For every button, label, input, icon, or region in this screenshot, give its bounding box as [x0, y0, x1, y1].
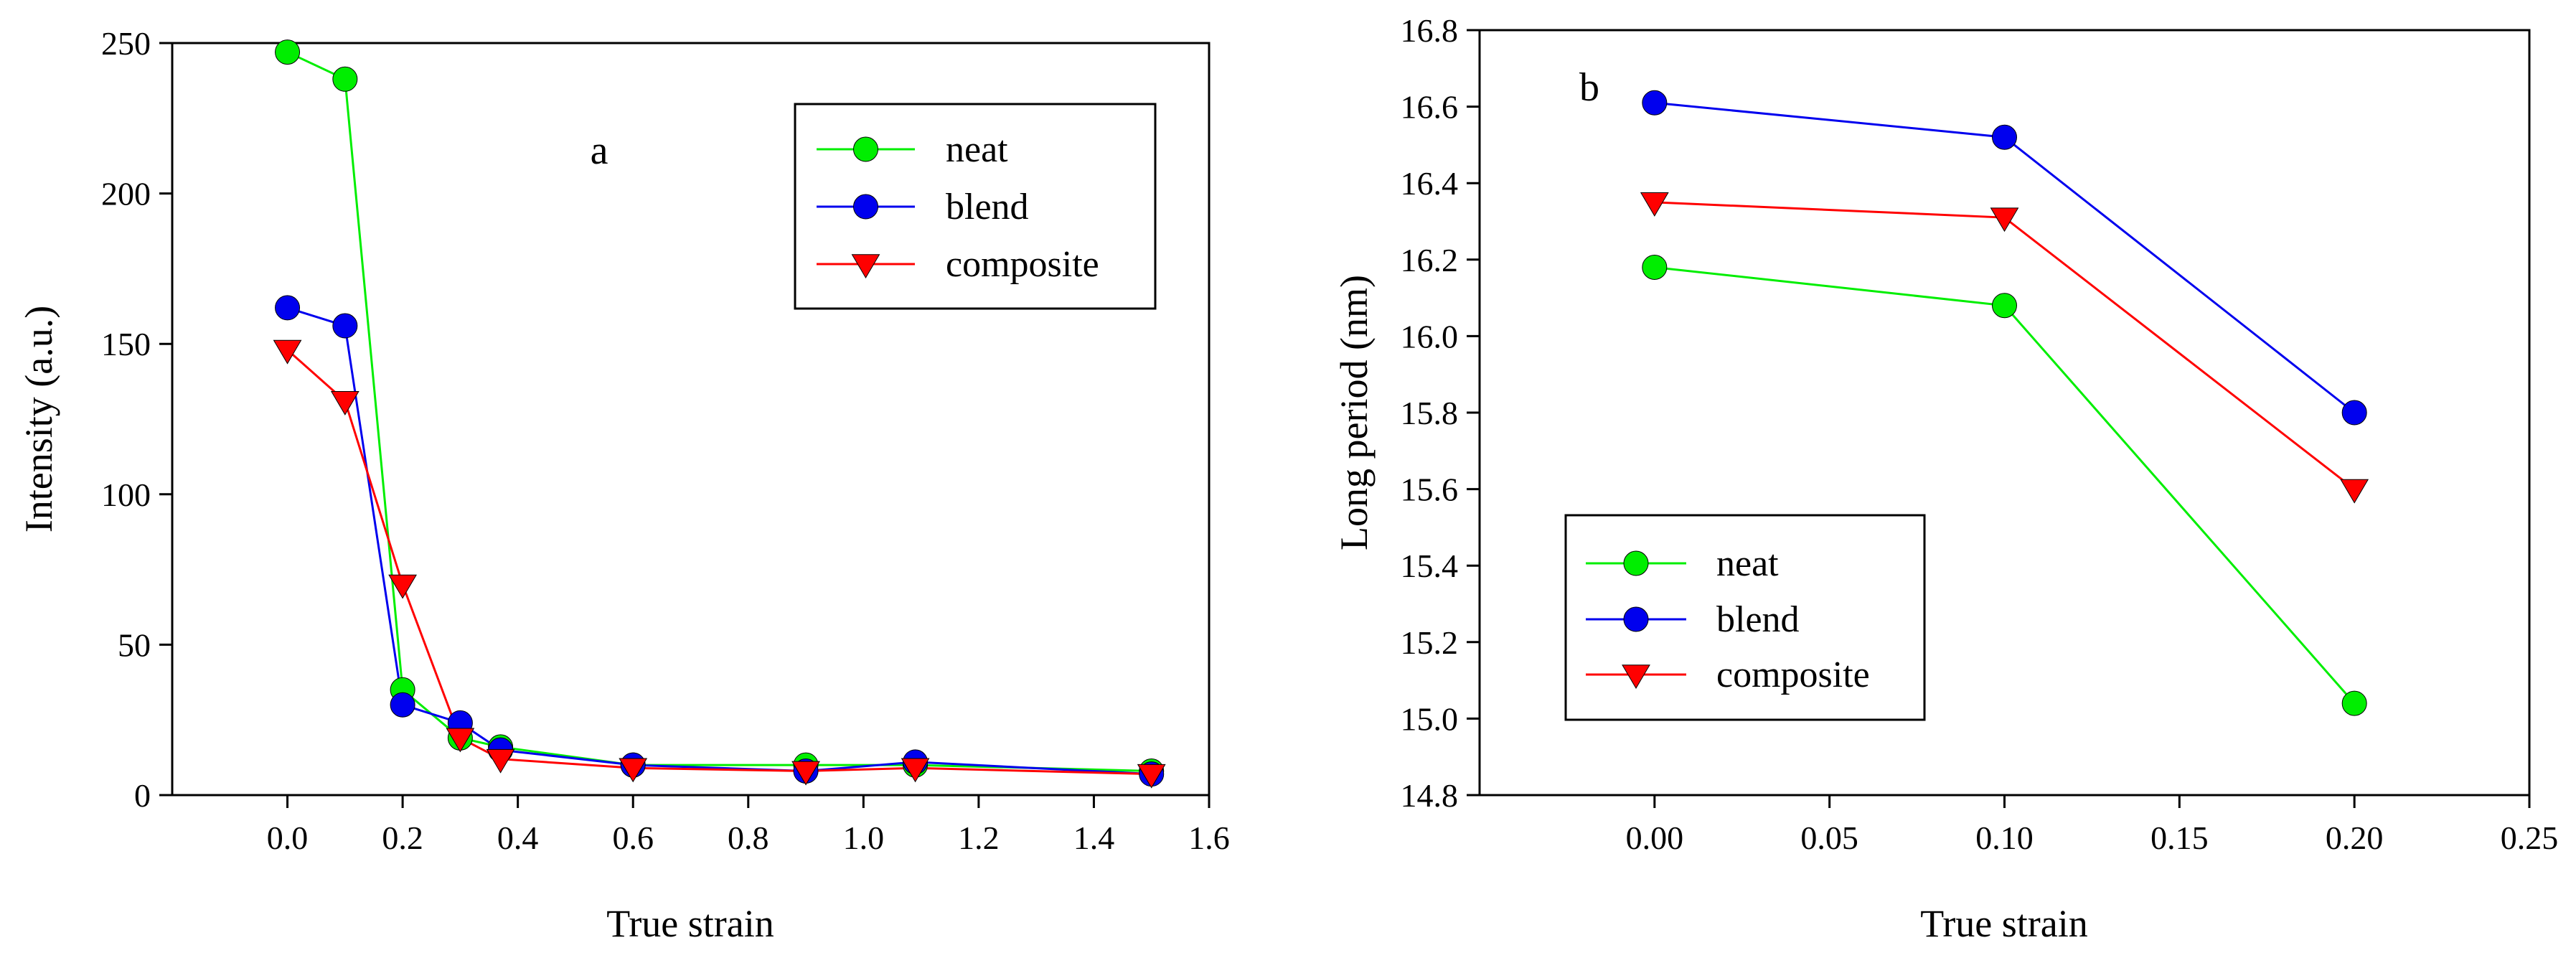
- x-axis-label: True strain: [606, 902, 774, 945]
- x-tick-label: 1.6: [1188, 820, 1230, 856]
- data-point-blend: [1992, 124, 2017, 150]
- x-tick-label: 0.10: [1975, 820, 2034, 856]
- legend-marker-blend: [1623, 606, 1649, 632]
- data-point-neat: [1642, 254, 1668, 280]
- legend-marker-blend: [853, 194, 878, 220]
- x-tick-label: 0.05: [1800, 820, 1858, 856]
- legend-marker-composite: [1622, 665, 1650, 689]
- data-point-composite: [1137, 764, 1166, 789]
- x-tick-label: 0.25: [2501, 820, 2559, 856]
- y-axis-label: Long period (nm): [1332, 275, 1376, 550]
- y-tick-label: 15.0: [1401, 700, 1459, 737]
- x-tick-label: 0.8: [728, 820, 769, 856]
- panel-label: a: [591, 128, 608, 173]
- series-line-blend: [287, 306, 1152, 776]
- panel-a: 0.0 0.2 0.4 0.6 0.8 1.0 1.2 1.4 1.6 0 50 100 150 200 2…: [17, 25, 1230, 945]
- y-tick-label: 16.6: [1401, 89, 1459, 126]
- y-tick-label: 50: [118, 626, 151, 663]
- x-tick-label: 1.4: [1073, 820, 1115, 856]
- y-tick-label: 15.4: [1401, 548, 1459, 584]
- data-point-composite: [1990, 207, 2019, 233]
- y-tick-label: 250: [101, 25, 151, 62]
- legend-marker-composite: [851, 254, 880, 278]
- data-point-composite: [2340, 479, 2369, 504]
- data-point-composite: [901, 758, 930, 783]
- x-tick-label: 1.2: [958, 820, 1000, 856]
- y-tick-label: 200: [101, 176, 151, 212]
- y-tick-label: 15.2: [1401, 624, 1459, 661]
- y-tick-label: 16.4: [1401, 165, 1459, 202]
- x-tick-label: 0.20: [2326, 820, 2384, 856]
- data-point-composite: [446, 728, 475, 753]
- data-point-blend: [332, 313, 358, 339]
- legend-label-composite: composite: [1716, 654, 1870, 695]
- y-tick-label: 14.8: [1401, 777, 1459, 814]
- x-tick-label: 0.15: [2150, 820, 2209, 856]
- data-point-composite: [273, 339, 302, 365]
- x-tick-label: 0.00: [1626, 820, 1684, 856]
- y-tick-label: 100: [101, 476, 151, 513]
- y-tick-label: 15.6: [1401, 471, 1459, 508]
- y-tick-label: 0: [134, 777, 151, 814]
- data-point-composite: [619, 758, 648, 783]
- x-tick-label: 0.0: [267, 820, 309, 856]
- data-point-blend: [390, 692, 415, 718]
- y-tick-label: 16.2: [1401, 242, 1459, 278]
- x-tick-label: 0.4: [497, 820, 539, 856]
- legend-marker-neat: [853, 136, 878, 162]
- series-line-composite: [1654, 201, 2356, 490]
- y-tick-label: 16.8: [1401, 12, 1459, 49]
- data-point-blend: [275, 295, 301, 321]
- y-axis-label: Intensity (a.u.): [17, 306, 60, 532]
- x-tick-label: 0.6: [612, 820, 654, 856]
- data-point-neat: [1992, 293, 2017, 319]
- data-point-neat: [332, 66, 358, 92]
- y-tick-label: 16.0: [1401, 318, 1459, 354]
- data-point-blend: [2341, 400, 2367, 426]
- legend-label-composite: composite: [946, 244, 1099, 285]
- legend-label-neat: neat: [946, 129, 1008, 170]
- data-point-composite: [1640, 192, 1669, 217]
- x-tick-label: 0.2: [382, 820, 423, 856]
- data-point-composite: [330, 391, 359, 415]
- panel-label: b: [1579, 65, 1599, 110]
- x-tick-label: 1.0: [843, 820, 885, 856]
- data-point-composite: [388, 574, 417, 599]
- legend-label-blend: blend: [1716, 599, 1800, 640]
- data-point-blend: [1642, 90, 1668, 116]
- legend-label-neat: neat: [1716, 543, 1779, 584]
- panel-b: 0.00 0.05 0.10 0.15 0.20 0.25 14.8 15.0 15.2 15.4…: [1332, 12, 2558, 945]
- y-tick-label: 15.8: [1401, 395, 1459, 431]
- x-axis-label: True strain: [1920, 902, 2088, 945]
- legend-label-blend: blend: [946, 187, 1029, 227]
- y-tick-label: 150: [101, 326, 151, 362]
- data-point-composite: [791, 761, 820, 786]
- data-point-neat: [2341, 690, 2367, 716]
- data-point-neat: [275, 39, 301, 65]
- plot-frame: [171, 42, 1211, 797]
- data-point-composite: [486, 748, 515, 774]
- legend-marker-neat: [1623, 550, 1649, 576]
